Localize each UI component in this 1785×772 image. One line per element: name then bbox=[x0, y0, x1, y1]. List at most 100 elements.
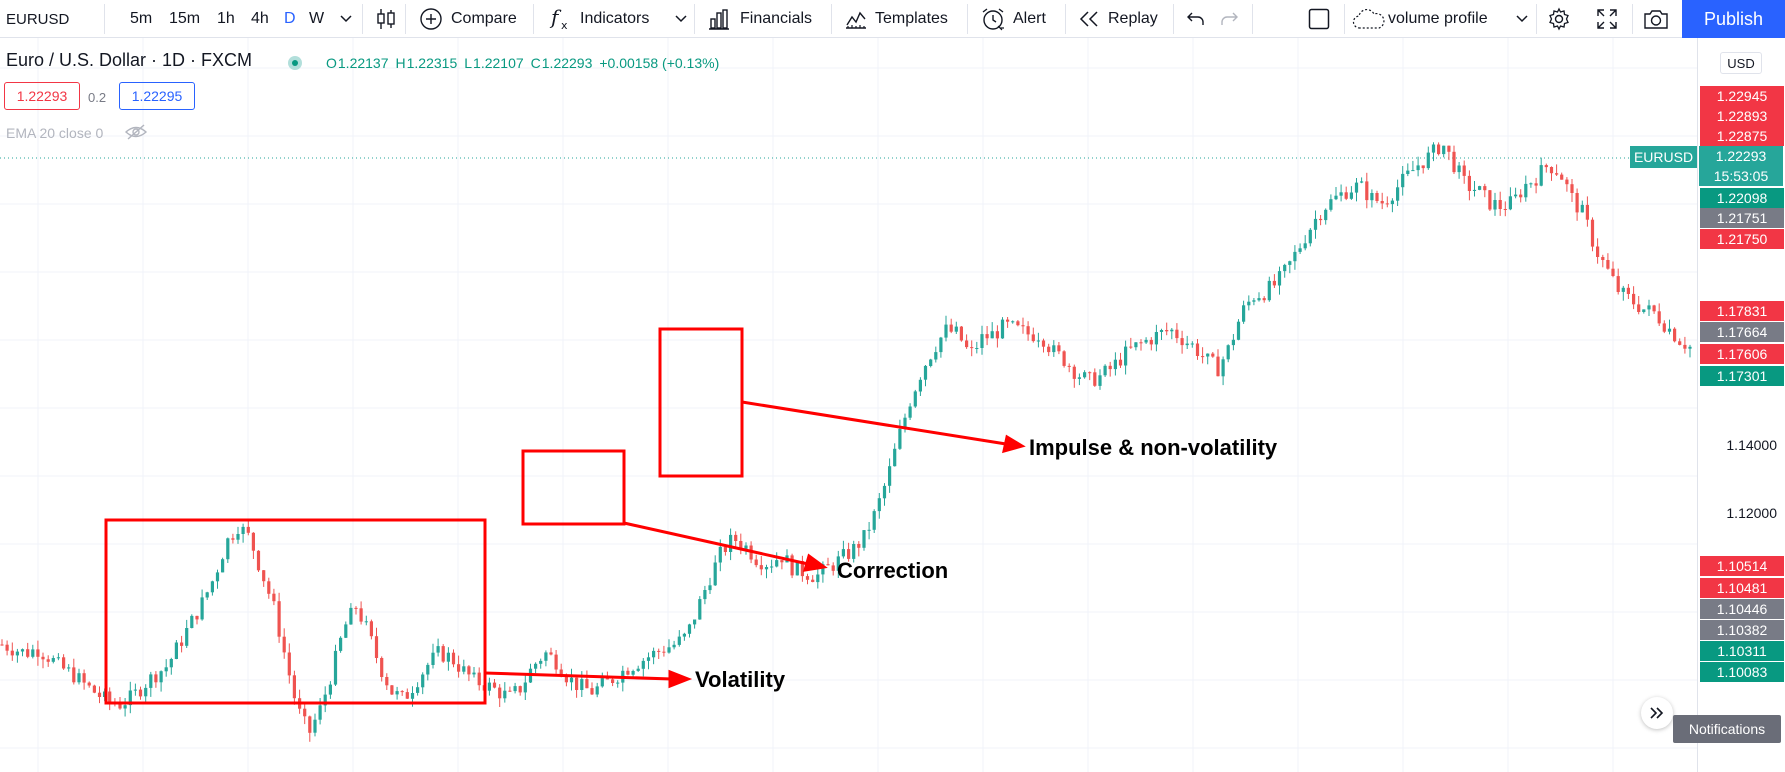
candle-body bbox=[580, 679, 584, 690]
price-label: 1.17301 bbox=[1700, 366, 1784, 386]
symbol-title[interactable]: Euro / U.S. Dollar · 1D · FXCM bbox=[6, 50, 253, 70]
candle-body bbox=[805, 576, 810, 580]
alarm-clock-icon[interactable] bbox=[980, 0, 1006, 38]
candle-body bbox=[1601, 257, 1605, 260]
candle-body bbox=[328, 684, 332, 695]
hidden-eye-icon[interactable] bbox=[124, 123, 148, 146]
replay-button[interactable]: Replay bbox=[1108, 10, 1158, 27]
symbol-search[interactable]: EURUSD bbox=[6, 10, 70, 28]
candles-icon[interactable] bbox=[375, 0, 397, 38]
candle-body bbox=[1662, 323, 1666, 332]
templates-icon[interactable] bbox=[844, 0, 868, 38]
expand-chevrons-icon[interactable] bbox=[1641, 697, 1673, 729]
candle-body bbox=[159, 671, 163, 683]
candle-body bbox=[718, 546, 722, 563]
chevron-down-icon[interactable] bbox=[675, 0, 687, 38]
candle-body bbox=[1611, 268, 1615, 276]
templates-button[interactable]: Templates bbox=[875, 10, 948, 27]
candle-body bbox=[374, 636, 379, 658]
sell-button[interactable]: 1.22293 bbox=[4, 82, 80, 110]
interval-15m[interactable]: 15m bbox=[169, 10, 201, 27]
candle-body bbox=[67, 667, 71, 669]
currency-button[interactable]: USD bbox=[1720, 52, 1762, 74]
financials-button[interactable]: Financials bbox=[740, 10, 813, 27]
toolbar-divider bbox=[533, 4, 534, 34]
candle-body bbox=[826, 564, 830, 566]
interval-dropdown-chevron-down-icon[interactable] bbox=[340, 0, 352, 38]
interval-1h[interactable]: 1h bbox=[217, 10, 235, 27]
plus-circle-icon[interactable] bbox=[419, 0, 443, 38]
price-label: 1.21750 bbox=[1700, 229, 1784, 249]
candles bbox=[0, 142, 1692, 742]
candle-body bbox=[739, 541, 743, 549]
candle-body bbox=[267, 581, 271, 594]
candle-body bbox=[713, 562, 717, 586]
candle-body bbox=[1077, 377, 1081, 379]
candle-body bbox=[498, 687, 502, 699]
gear-icon[interactable] bbox=[1547, 0, 1571, 38]
square-icon[interactable] bbox=[1308, 0, 1330, 38]
alert-button[interactable]: Alert bbox=[1013, 10, 1046, 27]
candle-body bbox=[1385, 203, 1389, 205]
candle-body bbox=[41, 656, 45, 660]
open-value: 1.22137 bbox=[337, 55, 389, 71]
candle-body bbox=[816, 574, 820, 583]
interval-w[interactable]: W bbox=[309, 10, 325, 27]
fullscreen-icon[interactable] bbox=[1596, 0, 1618, 38]
interval-4h[interactable]: 4h bbox=[251, 10, 269, 27]
toolbar-divider bbox=[1252, 4, 1253, 34]
impulse-label: Impulse & non-volatility bbox=[1029, 435, 1278, 460]
candle-body bbox=[108, 691, 112, 703]
candle-body bbox=[416, 687, 420, 693]
cloud-icon[interactable] bbox=[1352, 0, 1386, 38]
notifications-button[interactable]: Notifications bbox=[1673, 715, 1781, 743]
candle-body bbox=[180, 642, 184, 646]
ema-indicator-label[interactable]: EMA 20 close 0 bbox=[6, 125, 104, 141]
candle-body bbox=[1524, 183, 1528, 198]
candle-body bbox=[1406, 170, 1410, 174]
candle-body bbox=[544, 652, 548, 661]
layout-name[interactable]: volume profile bbox=[1388, 10, 1488, 27]
candle-body bbox=[1242, 305, 1246, 322]
candle-body bbox=[1339, 192, 1343, 196]
candle-body bbox=[1118, 359, 1123, 366]
candle-body bbox=[441, 646, 445, 662]
layout-chevron-down-icon[interactable] bbox=[1516, 0, 1528, 38]
price-tick: 1.14000 bbox=[1726, 437, 1777, 453]
interval-5m[interactable]: 5m bbox=[130, 10, 153, 27]
candle-body bbox=[857, 544, 861, 548]
indicators-button[interactable]: Indicators bbox=[580, 10, 650, 27]
candle-body bbox=[149, 674, 153, 688]
candle-body bbox=[703, 590, 707, 600]
price-chart[interactable] bbox=[0, 38, 1697, 772]
candle-body bbox=[1293, 251, 1297, 262]
bar-countdown: 15:53:05 bbox=[1699, 166, 1783, 186]
replay-icon[interactable] bbox=[1078, 0, 1100, 38]
interval-d[interactable]: D bbox=[284, 10, 296, 27]
candle-body bbox=[236, 534, 240, 540]
buy-button[interactable]: 1.22295 bbox=[119, 82, 195, 110]
candle-body bbox=[985, 334, 989, 339]
publish-button[interactable]: Publish bbox=[1682, 0, 1785, 38]
candle-body bbox=[1319, 218, 1323, 221]
candle-body bbox=[492, 682, 497, 688]
candle-body bbox=[1324, 209, 1328, 221]
candle-body bbox=[385, 677, 389, 686]
camera-icon[interactable] bbox=[1643, 0, 1669, 38]
toolbar-divider bbox=[831, 4, 832, 34]
candle-body bbox=[1000, 319, 1005, 339]
candle-body bbox=[144, 687, 148, 697]
candle-body bbox=[1129, 346, 1133, 348]
redo-icon[interactable] bbox=[1219, 0, 1239, 38]
candle-body bbox=[1426, 152, 1430, 169]
undo-icon[interactable] bbox=[1186, 0, 1206, 38]
candle-body bbox=[405, 692, 409, 699]
candle-body bbox=[862, 530, 866, 548]
last-price-label: 1.22293 bbox=[1699, 146, 1783, 166]
bar-chart-icon[interactable] bbox=[707, 0, 731, 38]
candle-body bbox=[539, 660, 543, 664]
candle-body bbox=[523, 682, 527, 693]
compare-button[interactable]: Compare bbox=[451, 10, 517, 27]
